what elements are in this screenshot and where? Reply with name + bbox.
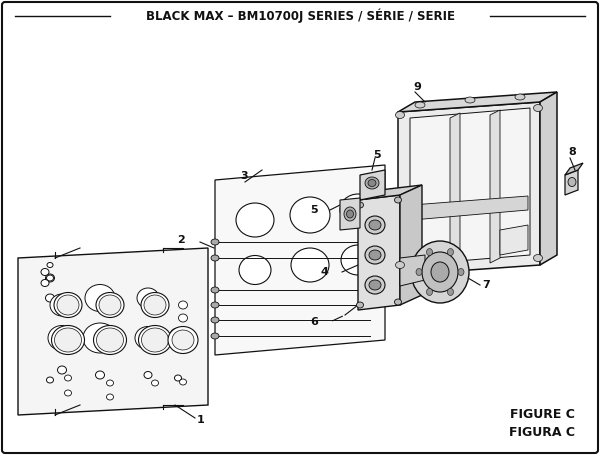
Ellipse shape	[369, 220, 381, 230]
Ellipse shape	[179, 314, 187, 322]
Ellipse shape	[356, 302, 364, 308]
Ellipse shape	[291, 248, 329, 282]
Ellipse shape	[368, 180, 376, 187]
Ellipse shape	[95, 371, 104, 379]
Ellipse shape	[211, 255, 219, 261]
Polygon shape	[18, 248, 208, 415]
Ellipse shape	[139, 325, 172, 354]
Ellipse shape	[365, 276, 385, 294]
Ellipse shape	[341, 245, 375, 275]
Polygon shape	[215, 165, 385, 355]
Polygon shape	[565, 163, 583, 175]
Polygon shape	[412, 196, 528, 220]
Ellipse shape	[340, 194, 376, 226]
Ellipse shape	[85, 284, 115, 312]
Ellipse shape	[290, 197, 330, 233]
Ellipse shape	[151, 380, 158, 386]
Ellipse shape	[411, 241, 469, 303]
Ellipse shape	[395, 111, 404, 118]
Text: BLACK MAX – BM10700J SERIES / SÉRIE / SERIE: BLACK MAX – BM10700J SERIES / SÉRIE / SE…	[146, 9, 455, 23]
Polygon shape	[398, 102, 540, 275]
Polygon shape	[398, 92, 557, 112]
Ellipse shape	[47, 275, 53, 281]
Text: 3: 3	[241, 171, 248, 181]
Ellipse shape	[395, 299, 401, 305]
Polygon shape	[340, 198, 360, 230]
Text: 1: 1	[197, 415, 205, 425]
Ellipse shape	[356, 202, 364, 208]
Text: 5: 5	[310, 205, 318, 215]
Polygon shape	[360, 170, 385, 200]
Ellipse shape	[94, 325, 127, 354]
Ellipse shape	[179, 301, 187, 309]
Ellipse shape	[236, 203, 274, 237]
Ellipse shape	[135, 327, 161, 349]
Ellipse shape	[47, 377, 53, 383]
Text: 6: 6	[310, 317, 318, 327]
Polygon shape	[540, 92, 557, 265]
Ellipse shape	[97, 328, 124, 352]
Ellipse shape	[137, 288, 159, 308]
Text: 2: 2	[177, 235, 185, 245]
Ellipse shape	[57, 295, 79, 315]
Ellipse shape	[107, 394, 113, 400]
Text: 5: 5	[373, 150, 381, 160]
Polygon shape	[410, 108, 530, 265]
Ellipse shape	[416, 268, 422, 275]
Ellipse shape	[50, 294, 74, 316]
Polygon shape	[490, 110, 500, 263]
Ellipse shape	[142, 328, 169, 352]
Ellipse shape	[41, 268, 49, 275]
Ellipse shape	[427, 288, 433, 295]
Polygon shape	[565, 170, 578, 195]
Ellipse shape	[533, 254, 542, 262]
Ellipse shape	[415, 102, 425, 108]
Ellipse shape	[58, 366, 67, 374]
Ellipse shape	[99, 295, 121, 315]
Polygon shape	[400, 255, 425, 286]
Ellipse shape	[211, 302, 219, 308]
Ellipse shape	[65, 390, 71, 396]
Ellipse shape	[52, 325, 85, 354]
Polygon shape	[400, 185, 422, 305]
Ellipse shape	[168, 327, 198, 354]
Text: FIGURA C: FIGURA C	[509, 425, 575, 439]
Ellipse shape	[568, 177, 576, 187]
Ellipse shape	[107, 380, 113, 386]
Ellipse shape	[144, 295, 166, 315]
Ellipse shape	[141, 293, 169, 318]
Ellipse shape	[395, 262, 404, 268]
Ellipse shape	[365, 246, 385, 264]
Ellipse shape	[458, 268, 464, 275]
Ellipse shape	[365, 177, 379, 189]
Ellipse shape	[344, 207, 356, 221]
Ellipse shape	[46, 274, 55, 282]
Polygon shape	[358, 195, 400, 310]
Ellipse shape	[369, 280, 381, 290]
Ellipse shape	[533, 105, 542, 111]
Ellipse shape	[144, 371, 152, 379]
Ellipse shape	[465, 97, 475, 103]
Ellipse shape	[211, 317, 219, 323]
Ellipse shape	[170, 328, 186, 342]
Ellipse shape	[175, 375, 182, 381]
Ellipse shape	[365, 216, 385, 234]
Ellipse shape	[65, 375, 71, 381]
Ellipse shape	[448, 248, 454, 256]
Ellipse shape	[239, 256, 271, 284]
Text: 4: 4	[320, 267, 328, 277]
Ellipse shape	[55, 328, 82, 352]
Ellipse shape	[47, 263, 53, 268]
Ellipse shape	[172, 330, 194, 350]
Ellipse shape	[448, 288, 454, 295]
Ellipse shape	[369, 250, 381, 260]
Ellipse shape	[431, 262, 449, 282]
Ellipse shape	[41, 279, 49, 287]
Text: FIGURE C: FIGURE C	[510, 409, 575, 421]
Ellipse shape	[395, 197, 401, 203]
Ellipse shape	[54, 293, 82, 318]
Ellipse shape	[211, 287, 219, 293]
Ellipse shape	[515, 94, 525, 100]
Ellipse shape	[211, 333, 219, 339]
